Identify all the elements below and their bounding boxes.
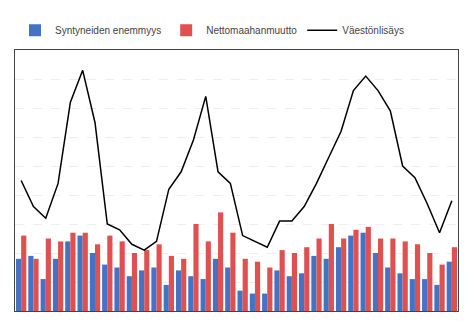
svg-text:Syntyneiden enemmyys: Syntyneiden enemmyys <box>55 25 161 36</box>
svg-text:Nettomaahanmuutto: Nettomaahanmuutto <box>206 25 297 36</box>
svg-text:Väestönlisäys: Väestönlisäys <box>342 25 404 36</box>
